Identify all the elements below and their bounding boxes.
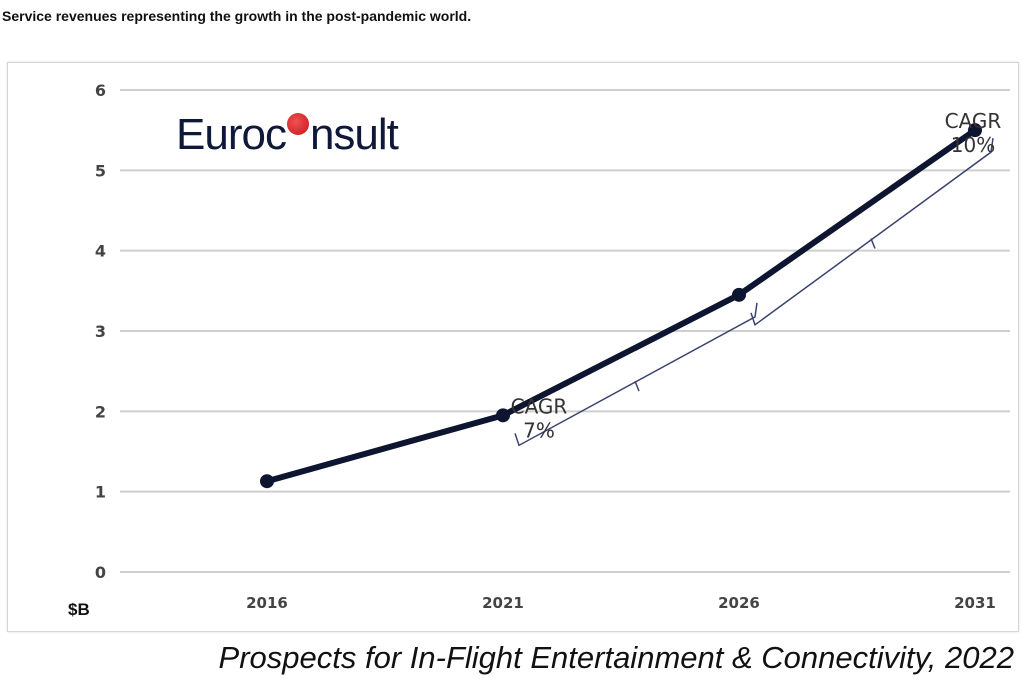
x-tick-label: 2016 (246, 594, 288, 612)
y-tick-label: 1 (95, 483, 106, 502)
cagr-bracket-tick (870, 238, 876, 249)
cagr-value: 10% (951, 133, 995, 157)
cagr-value: 7% (523, 418, 555, 442)
series-line (266, 127, 977, 485)
logo-text-right: nsult (309, 110, 399, 159)
data-point (260, 474, 274, 489)
cagr-label: CAGR (945, 109, 1002, 133)
y-tick-label: 4 (95, 242, 106, 261)
data-point (732, 287, 746, 302)
chart-heading: Service revenues representing the growth… (2, 8, 472, 24)
x-tick-label: 2026 (718, 594, 760, 612)
data-point (496, 408, 510, 423)
y-tick-label: 3 (95, 322, 106, 341)
x-tick-label: 2031 (954, 594, 996, 612)
cagr-bracket (514, 302, 758, 447)
y-tick-label: 2 (95, 402, 106, 421)
cagr-bracket-tick (634, 380, 640, 392)
chart-frame (7, 62, 1019, 632)
y-axis-unit: $B (68, 600, 90, 619)
euroconsult-logo: Euroc nsult (176, 110, 399, 160)
logo-globe-icon (286, 113, 309, 135)
y-tick-label: 5 (95, 161, 106, 180)
y-tick-label: 6 (95, 81, 106, 100)
cagr-label: CAGR (511, 394, 568, 418)
source-caption: Prospects for In-Flight Entertainment & … (218, 640, 1014, 675)
cagr-bracket (750, 138, 994, 327)
x-tick-label: 2021 (482, 594, 524, 612)
y-tick-label: 0 (95, 563, 106, 582)
data-point (968, 123, 982, 138)
logo-text-left: Euroc (176, 110, 287, 159)
